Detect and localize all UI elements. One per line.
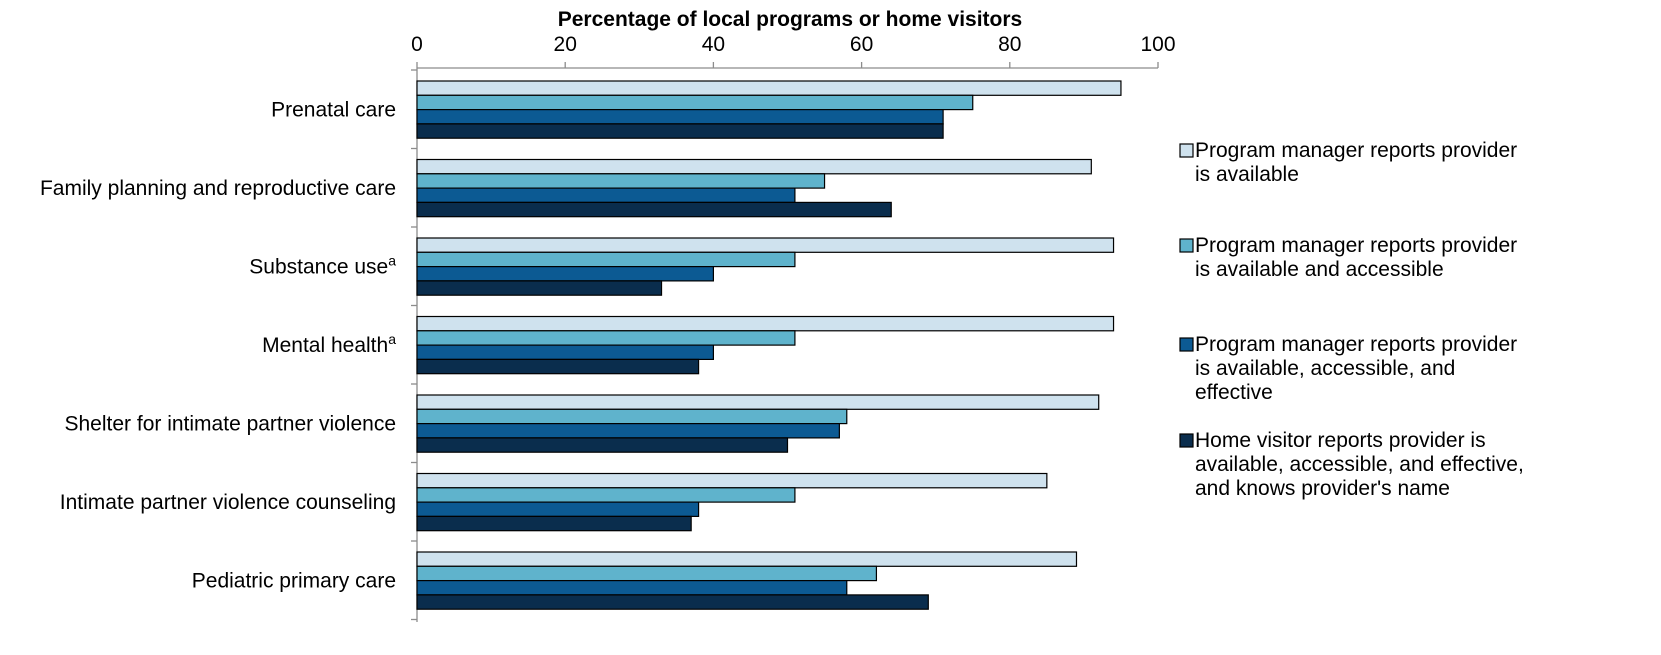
category-label-text: Prenatal care — [271, 98, 396, 121]
legend-label-line: Program manager reports provider — [1195, 139, 1517, 162]
bars — [416, 80, 1122, 610]
bar-1-3 — [416, 237, 1115, 253]
bar-1-7 — [416, 551, 1078, 567]
legend-swatch — [1179, 337, 1194, 352]
category-label-text: Family planning and reproductive care — [40, 177, 396, 200]
bar-1-2 — [416, 158, 1092, 175]
legend-label: Program manager reports provider is avail… — [1195, 139, 1517, 186]
bar-1-6 — [416, 472, 1048, 489]
category-label-text: Intimate partner violence counseling — [60, 491, 396, 514]
legend-swatch — [1179, 238, 1194, 253]
bar-4-4 — [416, 358, 700, 375]
bar-2-7 — [416, 565, 878, 582]
legend: Program manager reports provider is avail… — [1179, 139, 1524, 500]
category-label-text: Shelter for intimate partner violence — [65, 412, 397, 435]
bar-3-3 — [416, 266, 714, 282]
category-label: Pediatric primary care — [192, 569, 396, 592]
legend-swatch — [1179, 143, 1194, 158]
bar-4-7 — [416, 594, 929, 610]
bar-4-3 — [416, 280, 663, 296]
bar-4-2 — [416, 201, 892, 218]
bar-2-5 — [416, 408, 848, 425]
x-tick-label: 80 — [998, 33, 1021, 56]
category-labels: Prenatal care Family planning and reprodu… — [40, 98, 396, 592]
bar-3-2 — [416, 187, 796, 204]
legend-label-line: and knows provider's name — [1195, 477, 1450, 500]
legend-label-line: Home visitor reports provider is — [1195, 429, 1486, 452]
legend-label-line: is available and accessible — [1195, 258, 1444, 281]
legend-label: Program manager reports provider is avail… — [1195, 333, 1517, 404]
x-tick-label: 40 — [702, 33, 725, 56]
bar-2-2 — [416, 173, 826, 189]
bar-3-4 — [416, 344, 714, 361]
x-tick-label: 20 — [554, 33, 577, 56]
category-label-text: Substance use — [249, 255, 388, 278]
category-label: Substance usea — [249, 252, 396, 278]
bar-3-1 — [416, 108, 944, 125]
legend-label: Home visitor reports provider is availabl… — [1195, 429, 1524, 500]
legend-label: Program manager reports provider is avail… — [1195, 234, 1517, 281]
category-label: Family planning and reproductive care — [40, 177, 396, 200]
category-label: Mental healtha — [262, 331, 396, 357]
legend-label-line: available, accessible, and effective, — [1195, 453, 1524, 476]
legend-label-line: Program manager reports provider — [1195, 234, 1517, 257]
category-label: Shelter for intimate partner violence — [65, 412, 397, 435]
legend-label-line: effective — [1195, 381, 1273, 404]
legend-label-line: is available, accessible, and — [1195, 357, 1455, 380]
bar-3-7 — [416, 579, 848, 596]
x-axis-title: Percentage of local programs or home vis… — [558, 8, 1022, 31]
bar-2-4 — [416, 330, 796, 346]
x-tick-label: 60 — [850, 33, 873, 56]
bar-1-4 — [416, 315, 1115, 332]
legend-label-line: Program manager reports provider — [1195, 333, 1517, 356]
x-tick-label: 100 — [1140, 33, 1175, 56]
bar-2-1 — [416, 94, 974, 111]
bar-3-6 — [416, 501, 700, 518]
bar-4-6 — [416, 515, 692, 532]
category-label-text: Pediatric primary care — [192, 569, 396, 592]
bar-2-3 — [416, 251, 796, 268]
bar-2-6 — [416, 487, 796, 503]
bar-1-1 — [416, 80, 1122, 96]
category-label-superscript: a — [388, 252, 396, 268]
bar-4-5 — [416, 437, 789, 453]
bar-3-5 — [416, 423, 840, 439]
category-label-text: Mental health — [262, 334, 388, 357]
category-label-superscript: a — [388, 331, 396, 347]
legend-swatch — [1179, 433, 1194, 448]
bar-4-1 — [416, 123, 944, 139]
legend-label-line: is available — [1195, 163, 1299, 186]
category-label: Intimate partner violence counseling — [60, 491, 396, 514]
x-tick-label: 0 — [411, 33, 423, 56]
bar-1-5 — [416, 394, 1100, 410]
category-label: Prenatal care — [271, 98, 396, 121]
